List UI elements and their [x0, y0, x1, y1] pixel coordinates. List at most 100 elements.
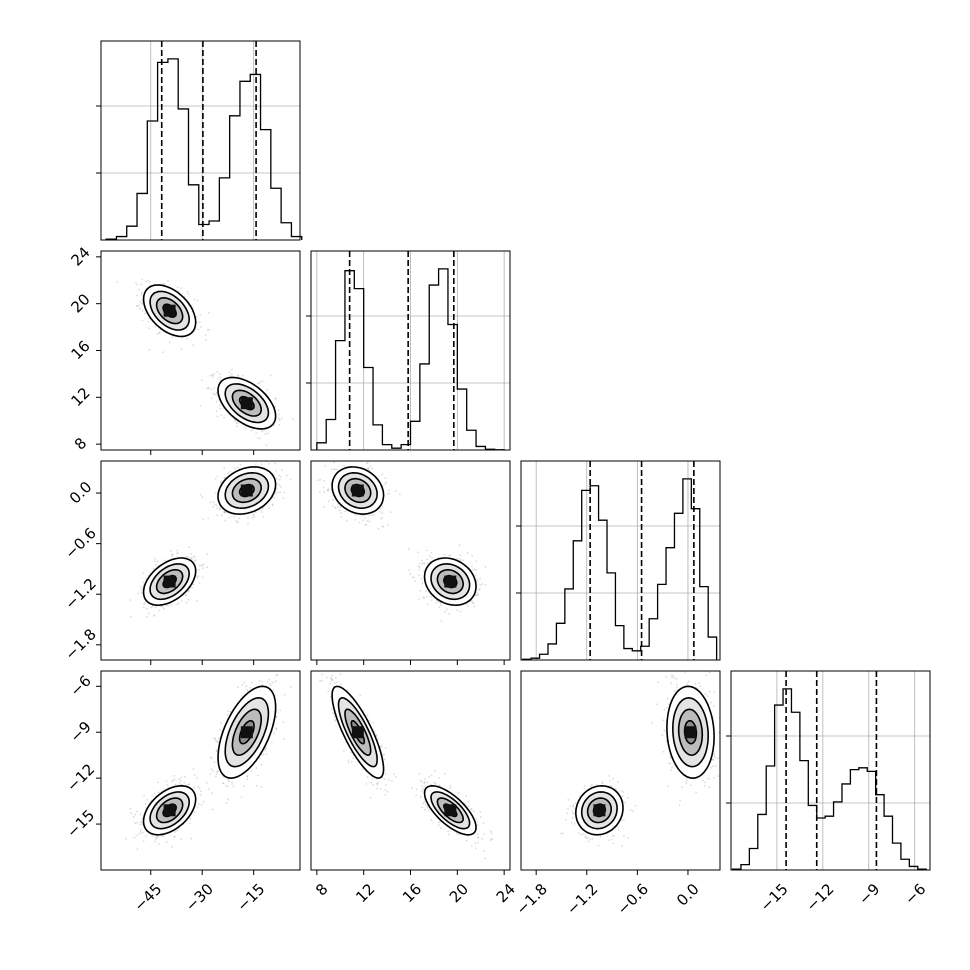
- scatter-point: [266, 680, 269, 683]
- scatter-point: [148, 327, 151, 330]
- scatter-point: [265, 747, 267, 750]
- scatter-point: [417, 551, 420, 554]
- scatter-point: [408, 569, 411, 572]
- scatter-point: [283, 693, 286, 696]
- scatter-point: [214, 737, 217, 740]
- scatter-point: [236, 520, 239, 523]
- scatter-point: [259, 509, 262, 512]
- scatter-point: [200, 379, 203, 382]
- scatter-point: [138, 307, 141, 310]
- scatter-point: [211, 374, 214, 377]
- scatter-point: [146, 798, 149, 801]
- scatter-point: [187, 598, 190, 601]
- scatter-point: [174, 830, 177, 833]
- scatter-point: [192, 768, 195, 771]
- scatter-point: [279, 475, 282, 478]
- scatter-point: [210, 388, 213, 391]
- scatter-point: [234, 467, 237, 470]
- scatter-point: [169, 549, 172, 552]
- scatter-point: [331, 504, 334, 507]
- scatter-point: [116, 280, 118, 283]
- panel-frame: [520, 460, 721, 661]
- scatter-point: [255, 784, 258, 787]
- scatter-point: [274, 469, 277, 472]
- scatter-point: [386, 492, 389, 495]
- scatter-point: [125, 838, 127, 840]
- scatter-point: [283, 491, 286, 494]
- scatter-point: [279, 491, 282, 494]
- scatter-point: [214, 491, 217, 494]
- scatter-point: [289, 685, 292, 688]
- scatter-point: [379, 510, 381, 513]
- scatter-point: [368, 468, 370, 471]
- scatter-point: [144, 312, 147, 315]
- scatter-point: [365, 523, 368, 526]
- scatter-point: [214, 775, 217, 778]
- scatter-point: [219, 376, 222, 379]
- scatter-point: [265, 444, 268, 447]
- scatter-point: [233, 418, 236, 421]
- scatter-point: [202, 563, 205, 566]
- scatter-point: [225, 802, 228, 804]
- density-peak: [240, 397, 253, 410]
- scatter-point: [155, 837, 158, 840]
- scatter-point: [252, 513, 255, 516]
- histogram-panel-1: [306, 250, 511, 451]
- scatter-point: [276, 488, 278, 490]
- scatter-point: [171, 554, 174, 556]
- scatter-point: [155, 838, 158, 841]
- scatter-point: [139, 301, 142, 304]
- scatter-point: [162, 351, 164, 354]
- scatter-point: [358, 521, 361, 524]
- scatter-point: [140, 292, 143, 294]
- scatter-point: [333, 468, 335, 471]
- scatter-point: [153, 560, 156, 563]
- scatter-point: [274, 405, 277, 408]
- scatter-point: [231, 781, 233, 783]
- scatter-point: [279, 418, 281, 421]
- scatter-point: [246, 778, 249, 780]
- scatter-point: [207, 386, 210, 389]
- scatter-point: [371, 514, 374, 516]
- pair-panel-0-3: [96, 670, 301, 875]
- scatter-point: [212, 505, 215, 508]
- scatter-point: [221, 782, 224, 785]
- scatter-point: [157, 791, 160, 794]
- scatter-point: [205, 339, 207, 341]
- scatter-point: [215, 400, 218, 403]
- scatter-point: [139, 823, 141, 826]
- scatter-point: [425, 549, 428, 552]
- scatter-point: [200, 564, 203, 567]
- scatter-point: [207, 328, 210, 331]
- scatter-point: [129, 599, 132, 601]
- scatter-point: [381, 506, 384, 509]
- panel-content: [125, 674, 292, 851]
- scatter-point: [334, 507, 337, 510]
- scatter-point: [136, 821, 138, 824]
- scatter-point: [207, 517, 210, 520]
- scatter-point: [202, 518, 205, 520]
- scatter-point: [134, 822, 136, 825]
- scatter-point: [140, 821, 143, 824]
- scatter-point: [212, 500, 215, 503]
- scatter-point: [168, 341, 171, 344]
- scatter-point: [158, 609, 160, 612]
- scatter-point: [133, 836, 136, 839]
- scatter-point: [361, 519, 364, 522]
- scatter-point: [141, 319, 144, 322]
- scatter-point: [197, 803, 200, 806]
- scatter-point: [475, 568, 478, 571]
- scatter-point: [136, 834, 138, 837]
- scatter-point: [229, 375, 232, 378]
- scatter-point: [444, 610, 446, 613]
- scatter-point: [343, 464, 345, 467]
- scatter-point: [190, 552, 192, 555]
- scatter-point: [458, 544, 461, 546]
- scatter-point: [186, 290, 189, 293]
- scatter-point: [210, 757, 213, 760]
- scatter-point: [176, 286, 179, 289]
- scatter-point: [373, 513, 376, 516]
- scatter-point: [227, 798, 230, 801]
- scatter-point: [176, 829, 179, 832]
- scatter-point: [430, 552, 433, 554]
